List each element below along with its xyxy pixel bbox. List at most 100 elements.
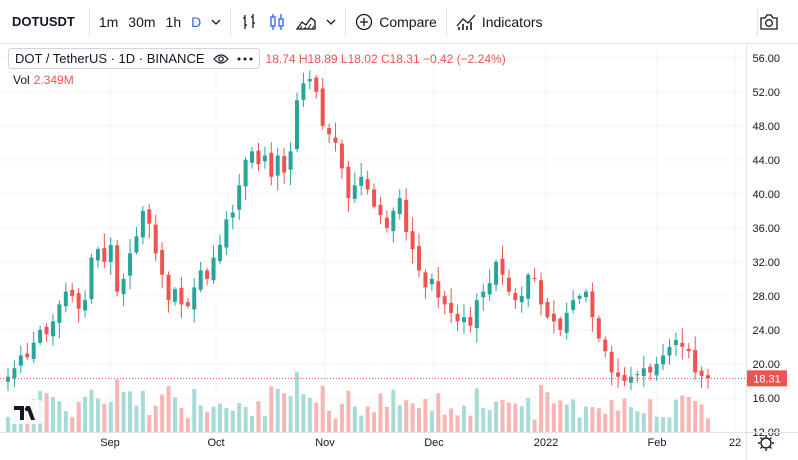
candle-body: [31, 342, 36, 359]
candle-body: [352, 185, 357, 199]
bars-style-icon[interactable]: [235, 7, 263, 37]
volume-bar: [673, 399, 678, 432]
volume-bar: [108, 401, 113, 432]
candle-body: [314, 77, 319, 92]
price-chart[interactable]: 56.00 52.00 48.00 44.00 40.00 36.00 32.00 28.00…: [0, 45, 798, 460]
volume-bar: [391, 389, 396, 432]
camera-icon[interactable]: [754, 7, 784, 37]
candle-body: [487, 283, 492, 295]
chevron-down-icon[interactable]: [321, 7, 341, 37]
indicators-button[interactable]: Indicators: [451, 7, 548, 37]
volume-bar: [461, 405, 466, 432]
candle-body: [404, 199, 409, 233]
candle-body: [519, 295, 524, 303]
volume-bar: [211, 406, 216, 432]
candle-body: [648, 366, 653, 373]
volume-bar: [243, 406, 248, 432]
area-style-icon[interactable]: [291, 7, 321, 37]
toolbar-divider: [230, 7, 232, 36]
volume-bar: [667, 417, 672, 432]
volume-bar: [526, 398, 531, 432]
tradingview-logo-icon[interactable]: [10, 400, 42, 424]
volume-bar: [115, 379, 120, 432]
volume-bar: [153, 405, 158, 432]
candle-body: [50, 321, 55, 337]
more-icon[interactable]: [237, 56, 253, 62]
candle-body: [481, 291, 486, 298]
volume-bar: [230, 410, 235, 432]
candle-body: [609, 351, 614, 373]
candle-body: [539, 280, 544, 305]
candle-body: [256, 150, 261, 165]
candle-body: [288, 151, 293, 170]
interval-30m[interactable]: 30m: [128, 13, 156, 30]
candle-body: [153, 224, 158, 254]
candle-body: [339, 143, 344, 169]
candle-body: [102, 248, 107, 262]
candle-body: [211, 257, 216, 281]
gear-icon[interactable]: [758, 435, 774, 451]
volume-bar: [628, 407, 633, 432]
volume-bar: [654, 416, 659, 432]
candle-body: [410, 231, 415, 250]
candle-body: [327, 128, 332, 135]
candle-body: [378, 204, 383, 216]
candle-body: [365, 179, 370, 190]
candle-body: [243, 159, 248, 187]
candle-body: [121, 278, 126, 295]
candle-body: [654, 363, 659, 376]
volume-bar: [89, 389, 94, 432]
candle-body: [551, 313, 556, 322]
volume-bar: [140, 390, 145, 432]
candle-body: [436, 281, 441, 298]
candle-body: [628, 376, 633, 383]
interval-1m[interactable]: 1m: [98, 13, 119, 30]
volume-bar: [680, 395, 685, 432]
y-tick-label: 28.00: [752, 291, 780, 303]
compare-button[interactable]: Compare: [350, 7, 442, 37]
candle-body: [346, 166, 351, 199]
series-legend[interactable]: DOT / TetherUS · 1D · BINANCE: [8, 48, 260, 69]
volume-bar: [6, 416, 10, 432]
candle-body: [706, 375, 710, 379]
compare-label: Compare: [379, 13, 437, 30]
volume-bar: [339, 403, 344, 432]
symbol-search[interactable]: DOTUSDT: [12, 14, 75, 29]
candle-body: [661, 355, 666, 365]
candle-body: [160, 250, 165, 275]
volume-bar: [327, 410, 332, 432]
candle-body: [635, 374, 640, 376]
candle-body: [269, 152, 274, 177]
candle-body: [680, 342, 685, 347]
volume-bar: [545, 392, 550, 432]
candle-body: [320, 88, 325, 126]
y-tick-label: 16.00: [752, 393, 780, 405]
candle-body: [301, 83, 306, 100]
y-tick-label: 56.00: [752, 53, 780, 65]
volume-value: 2.349M: [33, 73, 74, 87]
y-tick-label: 36.00: [752, 223, 780, 235]
candle-body: [577, 295, 582, 299]
y-tick-label: 20.00: [752, 359, 780, 371]
interval-1h[interactable]: 1h: [165, 13, 182, 30]
candle-body: [616, 372, 621, 377]
volume-bar: [641, 413, 646, 432]
candle-body: [70, 289, 75, 296]
y-tick-label: 24.00: [752, 325, 780, 337]
volume-bar: [699, 404, 704, 432]
candle-body: [224, 219, 229, 248]
candle-body: [667, 346, 672, 356]
interval-d[interactable]: D: [191, 13, 202, 30]
eye-icon[interactable]: [212, 53, 229, 65]
x-tick-label: 22: [729, 437, 741, 449]
volume-label: Vol: [13, 73, 30, 87]
candle-body: [545, 301, 550, 318]
candle-body: [699, 370, 704, 376]
candle-body: [596, 318, 601, 339]
x-tick-label: Feb: [648, 437, 667, 449]
candles-style-icon[interactable]: [263, 7, 291, 37]
chevron-down-icon[interactable]: [206, 7, 226, 37]
x-tick-label: Sep: [100, 437, 120, 449]
volume-bar: [583, 406, 588, 432]
volume-bar: [147, 414, 152, 432]
